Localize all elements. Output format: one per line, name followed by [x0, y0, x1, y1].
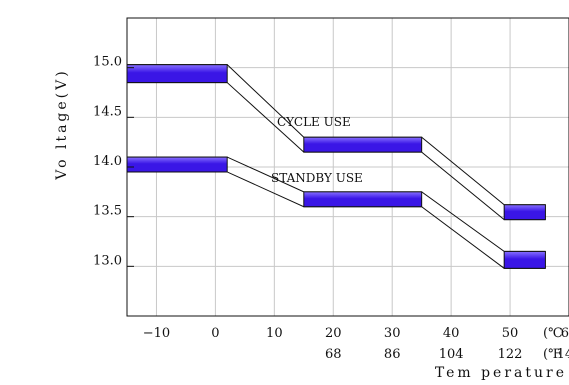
x-unit-celsius: (℃ — [543, 326, 563, 341]
band-plateau — [126, 156, 228, 173]
x-tick-label: 50 — [502, 326, 519, 341]
band-plateau — [126, 64, 228, 84]
band-plateau — [503, 250, 546, 269]
y-tick-label: 13.5 — [93, 204, 122, 219]
x-axis-title: Tem perature — [435, 365, 567, 381]
x-tick-label-fahrenheit: 86 — [384, 347, 401, 362]
x-unit-fahrenheit: (℉ — [543, 347, 562, 362]
series-label: STANDBY USE — [271, 171, 363, 185]
x-tick-label-fahrenheit: 104 — [439, 347, 464, 362]
y-axis-title: Vo ltage(V) — [54, 68, 70, 180]
x-tick-label: 60 — [561, 326, 569, 341]
x-tick-label-fahrenheit: 140 — [557, 347, 569, 362]
x-tick-label: 10 — [266, 326, 283, 341]
band-lower-line — [127, 171, 546, 269]
band-plateau — [503, 204, 546, 221]
y-tick-label: 13.0 — [93, 253, 122, 268]
y-tick-label: 14.0 — [93, 154, 122, 169]
voltage-bands: CYCLE USE STANDBY USE — [126, 64, 546, 269]
series-label: CYCLE USE — [277, 115, 351, 129]
tick-labels: −10 0 10 20 68 30 86 40 104 50 122 60 140 13.0 13.5 14.… — [93, 55, 569, 362]
x-tick-label: 40 — [443, 326, 460, 341]
x-tick-label: −10 — [143, 326, 170, 341]
x-tick-label: 20 — [325, 326, 342, 341]
band-plateau — [303, 191, 423, 208]
y-tick-label: 15.0 — [93, 55, 122, 70]
x-tick-label-fahrenheit: 68 — [325, 347, 342, 362]
x-tick-label: 0 — [211, 326, 219, 341]
band-plateau — [303, 136, 423, 153]
x-tick-label-fahrenheit: 122 — [498, 347, 523, 362]
x-tick-label: 30 — [384, 326, 401, 341]
y-tick-label: 14.5 — [93, 104, 122, 119]
